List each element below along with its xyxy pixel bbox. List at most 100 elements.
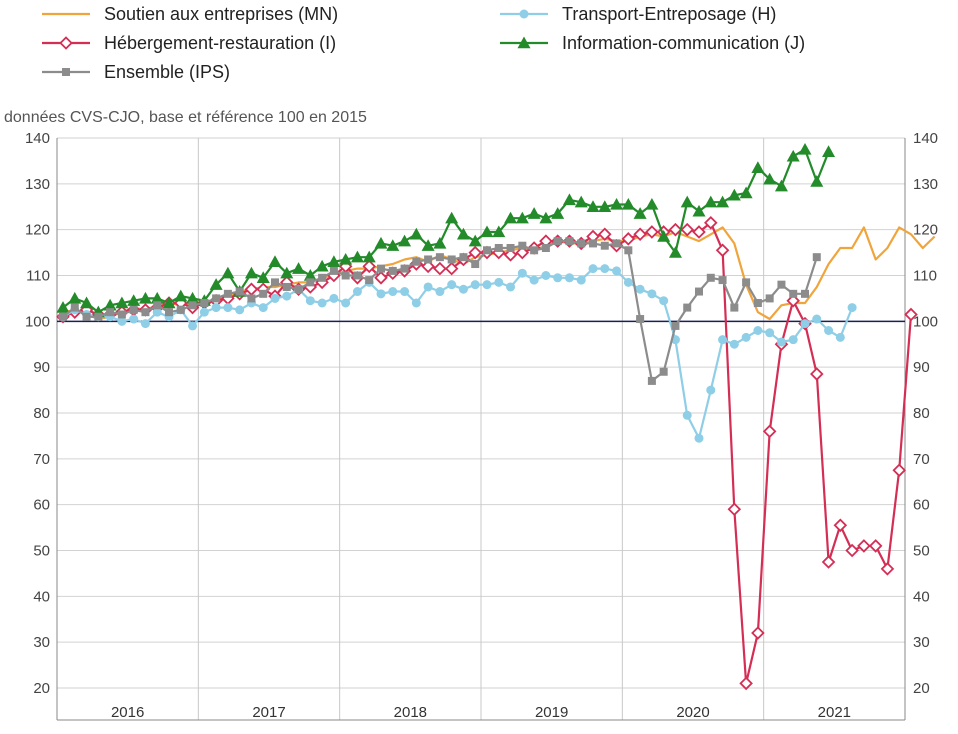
data-point bbox=[577, 239, 586, 248]
data-point bbox=[657, 230, 671, 242]
data-point bbox=[409, 227, 423, 240]
data-point bbox=[317, 298, 327, 308]
data-point bbox=[153, 301, 162, 310]
data-point bbox=[612, 239, 621, 248]
y-tick-label-right: 90 bbox=[913, 359, 930, 376]
data-point bbox=[515, 211, 529, 224]
data-point bbox=[716, 195, 730, 208]
data-point bbox=[199, 307, 209, 317]
data-point bbox=[115, 296, 129, 309]
data-point bbox=[329, 266, 338, 275]
data-point bbox=[223, 303, 233, 313]
y-tick-label-left: 120 bbox=[25, 222, 50, 239]
data-point bbox=[763, 172, 777, 185]
data-point bbox=[527, 207, 541, 219]
data-point bbox=[341, 271, 350, 280]
data-point bbox=[433, 236, 447, 249]
data-point bbox=[623, 277, 633, 287]
data-point bbox=[56, 301, 70, 313]
data-point bbox=[600, 264, 610, 274]
x-tick-label-year: 2017 bbox=[252, 704, 285, 721]
data-point bbox=[209, 278, 223, 290]
data-point bbox=[730, 303, 739, 312]
legend-label: Hébergement-restauration (I) bbox=[104, 33, 336, 53]
x-tick-label-year: 2016 bbox=[111, 704, 144, 721]
data-point bbox=[306, 278, 315, 287]
data-point bbox=[682, 410, 692, 420]
data-point bbox=[188, 321, 198, 331]
data-point bbox=[589, 239, 597, 248]
data-point bbox=[741, 332, 751, 342]
data-point bbox=[635, 284, 645, 294]
data-point bbox=[80, 296, 94, 309]
data-point bbox=[377, 264, 385, 273]
data-point bbox=[353, 271, 362, 280]
data-point bbox=[492, 225, 506, 238]
data-point bbox=[106, 308, 115, 317]
data-point bbox=[329, 293, 339, 303]
data-point bbox=[810, 367, 824, 381]
x-tick-label-year: 2021 bbox=[818, 704, 851, 721]
data-point bbox=[727, 502, 742, 517]
y-tick-label-right: 130 bbox=[913, 176, 938, 193]
data-point bbox=[777, 280, 786, 289]
data-point bbox=[244, 266, 258, 279]
data-point bbox=[103, 298, 117, 311]
data-point bbox=[718, 276, 727, 285]
data-point bbox=[421, 239, 435, 251]
data-point bbox=[435, 287, 445, 297]
data-point bbox=[386, 239, 400, 251]
data-point bbox=[200, 299, 209, 307]
y-tick-label-right: 30 bbox=[913, 634, 930, 651]
data-point bbox=[612, 266, 622, 276]
data-point bbox=[221, 266, 235, 279]
legend-label: Soutien aux entreprises (MN) bbox=[104, 4, 338, 24]
data-point bbox=[138, 291, 152, 304]
data-point bbox=[810, 175, 824, 187]
data-point bbox=[400, 264, 409, 273]
data-point bbox=[739, 186, 753, 199]
data-point bbox=[833, 518, 848, 533]
data-point bbox=[847, 303, 857, 313]
x-tick-label-year: 2019 bbox=[535, 704, 568, 721]
data-point bbox=[659, 367, 668, 376]
y-tick-label-right: 80 bbox=[913, 405, 930, 422]
data-point bbox=[447, 280, 457, 290]
data-point bbox=[400, 287, 410, 297]
data-point bbox=[786, 293, 800, 308]
data-point bbox=[645, 197, 659, 210]
data-point bbox=[374, 271, 388, 285]
data-point bbox=[162, 296, 176, 309]
data-point bbox=[904, 307, 918, 322]
data-point bbox=[892, 463, 906, 478]
data-point bbox=[211, 303, 221, 313]
data-point bbox=[539, 211, 553, 224]
data-point bbox=[423, 282, 433, 292]
data-point bbox=[553, 237, 562, 246]
data-point bbox=[680, 195, 694, 208]
data-point bbox=[412, 257, 421, 266]
data-point bbox=[282, 291, 292, 301]
data-point bbox=[268, 255, 282, 267]
y-tick-label-left: 70 bbox=[33, 451, 50, 468]
chart-subtitle: données CVS-CJO, base et référence 100 e… bbox=[4, 109, 367, 126]
data-point bbox=[165, 308, 173, 317]
data-point bbox=[421, 259, 435, 274]
data-point bbox=[152, 307, 162, 317]
data-point bbox=[692, 204, 706, 217]
data-point bbox=[751, 626, 765, 640]
data-point bbox=[718, 335, 728, 345]
data-point bbox=[798, 142, 812, 155]
data-point bbox=[411, 298, 421, 308]
data-point bbox=[480, 225, 494, 238]
series-line bbox=[62, 221, 913, 685]
data-point bbox=[633, 207, 647, 219]
data-point bbox=[235, 305, 245, 315]
data-point bbox=[753, 326, 763, 335]
y-tick-label-right: 70 bbox=[913, 451, 930, 468]
data-point bbox=[244, 282, 259, 297]
data-point bbox=[801, 289, 809, 298]
data-point bbox=[683, 303, 692, 312]
data-point bbox=[821, 555, 836, 569]
data-point bbox=[444, 261, 459, 276]
